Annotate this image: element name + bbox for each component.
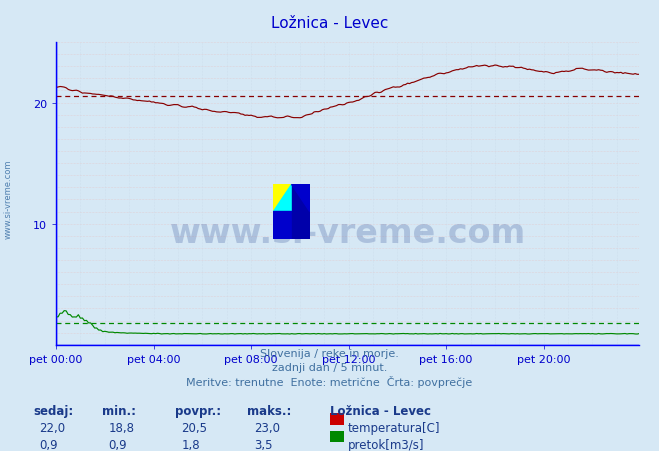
Polygon shape (273, 185, 291, 212)
Text: 1,8: 1,8 (181, 438, 200, 451)
Text: 3,5: 3,5 (254, 438, 272, 451)
Text: povpr.:: povpr.: (175, 404, 221, 417)
Text: Ložnica - Levec: Ložnica - Levec (330, 404, 430, 417)
Text: Slovenija / reke in morje.: Slovenija / reke in morje. (260, 348, 399, 358)
Polygon shape (273, 212, 291, 239)
Text: Meritve: trenutne  Enote: metrične  Črta: povprečje: Meritve: trenutne Enote: metrične Črta: … (186, 375, 473, 387)
Text: 18,8: 18,8 (109, 421, 134, 434)
Text: maks.:: maks.: (247, 404, 291, 417)
Text: 22,0: 22,0 (40, 421, 66, 434)
Polygon shape (273, 185, 291, 212)
Polygon shape (273, 212, 291, 239)
Text: 0,9: 0,9 (109, 438, 127, 451)
Text: 20,5: 20,5 (181, 421, 207, 434)
Text: zadnji dan / 5 minut.: zadnji dan / 5 minut. (272, 362, 387, 372)
Text: 0,9: 0,9 (40, 438, 58, 451)
Polygon shape (291, 185, 310, 212)
Text: temperatura[C]: temperatura[C] (348, 421, 440, 434)
Text: 23,0: 23,0 (254, 421, 279, 434)
Text: sedaj:: sedaj: (33, 404, 73, 417)
Text: www.si-vreme.com: www.si-vreme.com (3, 159, 13, 238)
Text: Ložnica - Levec: Ložnica - Levec (271, 16, 388, 31)
Text: min.:: min.: (102, 404, 136, 417)
Text: www.si-vreme.com: www.si-vreme.com (169, 217, 526, 250)
Text: pretok[m3/s]: pretok[m3/s] (348, 438, 424, 451)
Polygon shape (291, 185, 310, 239)
